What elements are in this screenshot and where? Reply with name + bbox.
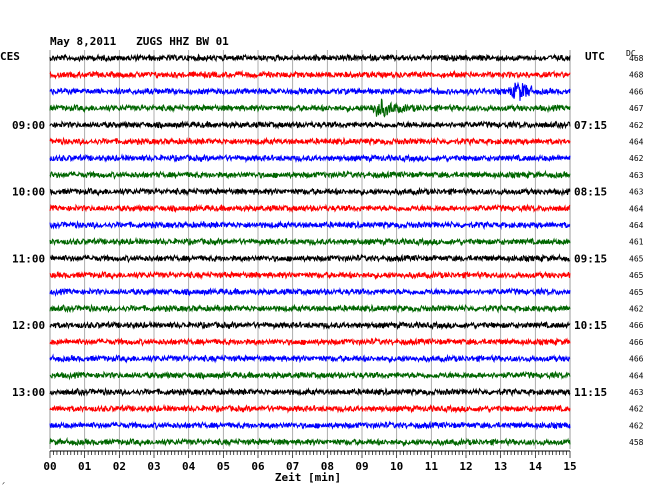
- trace-22: [49, 403, 571, 414]
- dc-value: 463: [629, 388, 644, 397]
- trace-20: [49, 370, 571, 381]
- dc-value: 462: [629, 121, 644, 130]
- x-tick-label: 04: [182, 460, 196, 473]
- left-time-label: 09:00: [12, 119, 45, 132]
- trace-16: [49, 303, 571, 314]
- right-time-label: 07:15: [574, 119, 607, 132]
- seismic-traces: [49, 53, 571, 448]
- x-tick-label: 11: [425, 460, 439, 473]
- x-tick-label: 07: [286, 460, 299, 473]
- dc-value: 463: [629, 188, 644, 197]
- x-tick-label: 08: [321, 460, 334, 473]
- dc-value: 465: [629, 288, 644, 297]
- x-tick-label: 00: [43, 460, 56, 473]
- left-time-label: 11:00: [12, 252, 45, 265]
- trace-6: [49, 136, 571, 147]
- trace-14: [49, 270, 571, 281]
- dc-value: 462: [629, 154, 644, 163]
- x-tick-label: 14: [529, 460, 543, 473]
- dc-value: 465: [629, 254, 644, 263]
- dc-value: 462: [629, 405, 644, 414]
- trace-17: [49, 320, 571, 331]
- trace-2: [49, 69, 571, 80]
- dc-value: 463: [629, 171, 644, 180]
- dc-values: 468 468 466 467 462 464 462 463 463 464 464 461 465 4…: [629, 54, 644, 447]
- dc-value: 466: [629, 321, 644, 330]
- trace-5: [49, 119, 571, 130]
- right-time-label: 10:15: [574, 319, 607, 332]
- x-tick-label: 02: [113, 460, 126, 473]
- dc-value: 464: [629, 221, 644, 230]
- dc-value: 466: [629, 87, 644, 96]
- left-timezone-label: CES: [0, 50, 20, 63]
- trace-19: [49, 353, 571, 364]
- dc-value: 458: [629, 438, 644, 447]
- x-tick-label: 10: [390, 460, 403, 473]
- dc-column-label: DC: [626, 49, 636, 58]
- corner-mark: ᐟ: [2, 481, 5, 489]
- dc-value: 464: [629, 138, 644, 147]
- left-time-label: 10:00: [12, 186, 45, 199]
- left-time-label: 12:00: [12, 319, 45, 332]
- trace-15: [49, 286, 571, 297]
- dc-value: 465: [629, 271, 644, 280]
- right-time-label: 11:15: [574, 386, 607, 399]
- dc-value: 466: [629, 338, 644, 347]
- dc-value: 462: [629, 421, 644, 430]
- x-tick-label: 01: [78, 460, 92, 473]
- x-tick-label: 03: [147, 460, 160, 473]
- trace-8: [49, 169, 571, 180]
- x-axis: 00 01 02 03 04 05 06 07 08 09 10 11 12 13 14 15: [43, 450, 577, 473]
- trace-12: [49, 236, 571, 247]
- right-time-labels: 07:15 08:15 09:15 10:15 11:15: [574, 119, 607, 399]
- trace-4: [49, 98, 571, 118]
- dc-value: 467: [629, 104, 644, 113]
- dc-value: 464: [629, 204, 644, 213]
- x-tick-label: 09: [355, 460, 368, 473]
- trace-21: [49, 387, 571, 398]
- trace-9: [49, 186, 571, 197]
- trace-10: [49, 203, 571, 214]
- x-tick-label: 12: [459, 460, 472, 473]
- dc-value: 468: [629, 54, 644, 63]
- dc-value: 462: [629, 305, 644, 314]
- trace-3: [49, 81, 571, 101]
- dc-value: 466: [629, 355, 644, 364]
- trace-11: [49, 220, 571, 231]
- trace-1: [49, 53, 571, 63]
- right-timezone-label: UTC: [585, 50, 605, 63]
- dc-value: 468: [629, 71, 644, 80]
- time-gridlines: [49, 50, 571, 449]
- trace-23: [49, 420, 571, 431]
- trace-24: [49, 436, 571, 448]
- left-time-labels: 09:00 10:00 11:00 12:00 13:00: [12, 119, 45, 399]
- trace-13: [49, 253, 571, 264]
- chart-title: May 8,2011 ZUGS HHZ BW 01: [50, 35, 229, 48]
- dc-value: 461: [629, 238, 644, 247]
- x-tick-label: 15: [563, 460, 576, 473]
- x-tick-label: 06: [251, 460, 265, 473]
- right-time-label: 08:15: [574, 186, 607, 199]
- x-tick-label: 13: [494, 460, 507, 473]
- right-time-label: 09:15: [574, 252, 607, 265]
- trace-7: [49, 153, 571, 164]
- x-tick-label: 05: [217, 460, 230, 473]
- trace-18: [49, 336, 571, 347]
- left-time-label: 13:00: [12, 386, 45, 399]
- x-axis-label: Zeit [min]: [275, 471, 341, 484]
- dc-value: 464: [629, 371, 644, 380]
